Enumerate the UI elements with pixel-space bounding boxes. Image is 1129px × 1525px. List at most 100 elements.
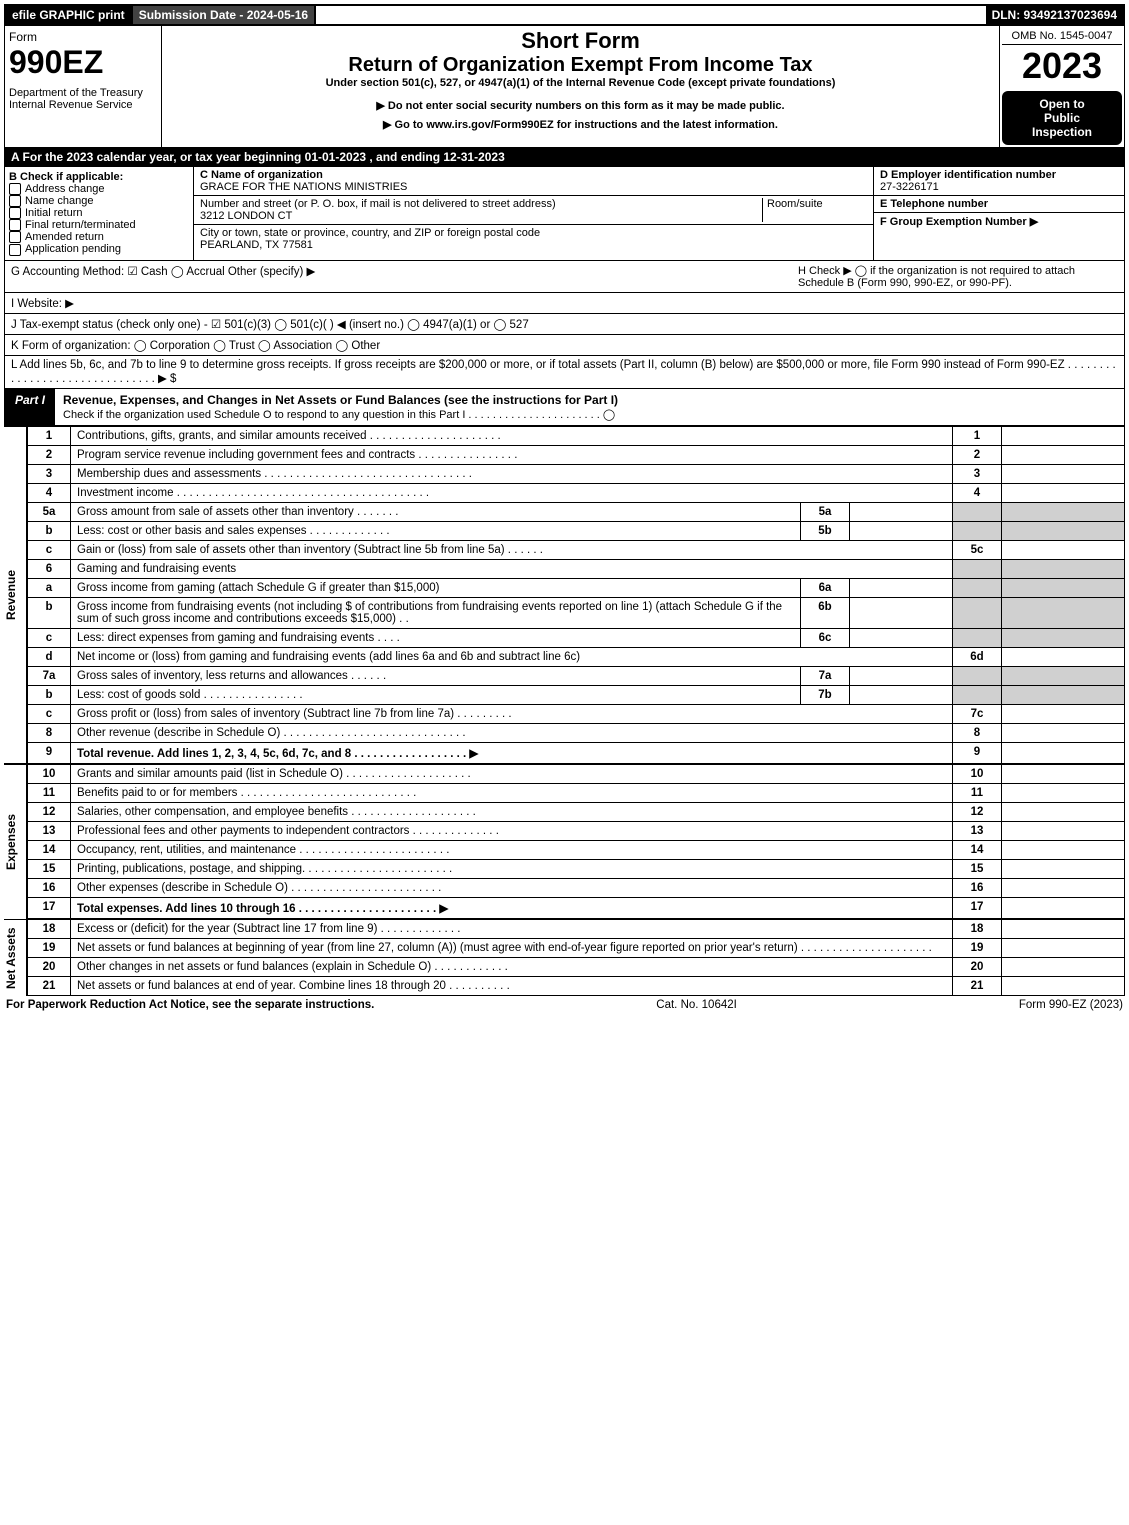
ln7c-num: c <box>28 704 71 723</box>
street: 3212 LONDON CT <box>200 210 292 222</box>
chk-amended-return[interactable]: Amended return <box>9 231 189 243</box>
opt-amended: Amended return <box>25 231 104 243</box>
ln20-num: 20 <box>28 957 71 976</box>
ln1-desc: Contributions, gifts, grants, and simila… <box>71 426 953 445</box>
ln5b-s: 5b <box>801 521 850 540</box>
ln19-val <box>1002 938 1125 957</box>
ln14-num: 14 <box>28 840 71 859</box>
ln6d-num: d <box>28 647 71 666</box>
ln8-desc: Other revenue (describe in Schedule O) .… <box>71 723 953 742</box>
ln1-r: 1 <box>953 426 1002 445</box>
phone-label: E Telephone number <box>880 198 988 210</box>
chk-initial-return[interactable]: Initial return <box>9 207 189 219</box>
ln4-val <box>1002 483 1125 502</box>
ln18-desc: Excess or (deficit) for the year (Subtra… <box>71 919 953 938</box>
open-to: Open to <box>1008 97 1116 111</box>
ln7c-r: 7c <box>953 704 1002 723</box>
group-label: F Group Exemption Number ▶ <box>880 216 1038 228</box>
ln7a-sv <box>850 666 953 685</box>
footer-mid: Cat. No. 10642I <box>656 999 737 1011</box>
ln15-val <box>1002 859 1125 878</box>
open-inspection-box: Open to Public Inspection <box>1002 91 1122 145</box>
ln6a-s: 6a <box>801 578 850 597</box>
ln6c-s: 6c <box>801 628 850 647</box>
ln9-desc: Total revenue. Add lines 1, 2, 3, 4, 5c,… <box>71 742 953 763</box>
short-form-title: Short Form <box>168 28 993 54</box>
ln7a-g2 <box>1002 666 1125 685</box>
ln6c-desc: Less: direct expenses from gaming and fu… <box>71 628 801 647</box>
revenue-section: Revenue 1Contributions, gifts, grants, a… <box>4 426 1125 764</box>
expenses-label: Expenses <box>4 764 27 919</box>
ln5c-desc: Gain or (loss) from sale of assets other… <box>71 540 953 559</box>
netassets-label: Net Assets <box>4 919 27 996</box>
ln18-num: 18 <box>28 919 71 938</box>
subtitle: Under section 501(c), 527, or 4947(a)(1)… <box>168 77 993 89</box>
ln13-val <box>1002 821 1125 840</box>
ln6-g1 <box>953 559 1002 578</box>
ln5a-g2 <box>1002 502 1125 521</box>
ln12-num: 12 <box>28 802 71 821</box>
ln13-desc: Professional fees and other payments to … <box>71 821 953 840</box>
b-label: B Check if applicable: <box>9 171 189 183</box>
ln6d-val <box>1002 647 1125 666</box>
ln6-num: 6 <box>28 559 71 578</box>
efile-print[interactable]: efile GRAPHIC print <box>6 6 131 24</box>
netassets-section: Net Assets 18Excess or (deficit) for the… <box>4 919 1125 996</box>
ln16-r: 16 <box>953 878 1002 897</box>
ln7b-s: 7b <box>801 685 850 704</box>
ln14-val <box>1002 840 1125 859</box>
chk-address-change[interactable]: Address change <box>9 183 189 195</box>
ln6d-desc: Net income or (loss) from gaming and fun… <box>71 647 953 666</box>
ln5a-g1 <box>953 502 1002 521</box>
h-schedule-b: H Check ▶ ◯ if the organization is not r… <box>798 264 1118 289</box>
chk-application-pending[interactable]: Application pending <box>9 243 189 255</box>
ln4-desc: Investment income . . . . . . . . . . . … <box>71 483 953 502</box>
ln4-r: 4 <box>953 483 1002 502</box>
form-number: 990EZ <box>9 44 157 81</box>
ln5a-desc: Gross amount from sale of assets other t… <box>71 502 801 521</box>
tax-year: 2023 <box>1002 45 1122 87</box>
ln2-val <box>1002 445 1125 464</box>
ln6b-num: b <box>28 597 71 628</box>
row-a-tax-year: A For the 2023 calendar year, or tax yea… <box>4 147 1125 167</box>
ln5a-s: 5a <box>801 502 850 521</box>
revenue-label: Revenue <box>4 426 27 764</box>
city-label: City or town, state or province, country… <box>200 227 540 239</box>
ln15-num: 15 <box>28 859 71 878</box>
omb-number: OMB No. 1545-0047 <box>1002 28 1122 45</box>
ln8-val <box>1002 723 1125 742</box>
dln: DLN: 93492137023694 <box>986 6 1123 24</box>
ln5a-sv <box>850 502 953 521</box>
ln6-desc: Gaming and fundraising events <box>71 559 953 578</box>
part1-check: Check if the organization used Schedule … <box>63 409 615 421</box>
ln3-val <box>1002 464 1125 483</box>
opt-name: Name change <box>25 195 94 207</box>
ln7a-desc: Gross sales of inventory, less returns a… <box>71 666 801 685</box>
i-website: I Website: ▶ <box>4 293 1125 314</box>
ln10-val <box>1002 764 1125 783</box>
ln7b-g2 <box>1002 685 1125 704</box>
ln16-num: 16 <box>28 878 71 897</box>
chk-name-change[interactable]: Name change <box>9 195 189 207</box>
ln5c-val <box>1002 540 1125 559</box>
chk-final-return[interactable]: Final return/terminated <box>9 219 189 231</box>
ln6b-g1 <box>953 597 1002 628</box>
ln11-r: 11 <box>953 783 1002 802</box>
k-org-form: K Form of organization: ◯ Corporation ◯ … <box>4 335 1125 356</box>
ln6b-desc: Gross income from fundraising events (no… <box>71 597 801 628</box>
ssn-note: ▶ Do not enter social security numbers o… <box>168 99 993 112</box>
ln7b-sv <box>850 685 953 704</box>
city-state-zip: PEARLAND, TX 77581 <box>200 239 313 251</box>
c-name-label: C Name of organization <box>200 169 323 181</box>
dept-treasury: Department of the Treasury <box>9 87 157 99</box>
ln10-num: 10 <box>28 764 71 783</box>
opt-address: Address change <box>25 183 105 195</box>
bcd-box: B Check if applicable: Address change Na… <box>4 167 1125 261</box>
ln18-r: 18 <box>953 919 1002 938</box>
ln14-desc: Occupancy, rent, utilities, and maintena… <box>71 840 953 859</box>
ln6b-s: 6b <box>801 597 850 628</box>
opt-final: Final return/terminated <box>25 219 136 231</box>
l-gross-receipts: L Add lines 5b, 6c, and 7b to line 9 to … <box>4 356 1125 389</box>
footer-left: For Paperwork Reduction Act Notice, see … <box>6 999 374 1011</box>
part1-header: Part I Revenue, Expenses, and Changes in… <box>4 389 1125 426</box>
